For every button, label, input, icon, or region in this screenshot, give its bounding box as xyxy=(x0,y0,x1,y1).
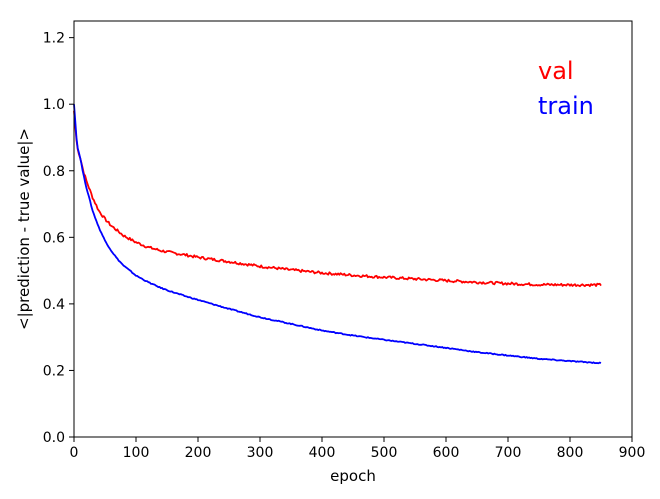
x-tick-label: 900 xyxy=(619,445,646,461)
x-axis-label: epoch xyxy=(330,467,376,485)
y-tick-label: 0.8 xyxy=(43,164,65,180)
series-line-val xyxy=(73,110,602,288)
x-tick-label: 800 xyxy=(557,445,584,461)
plot-frame xyxy=(73,20,633,438)
x-tick-label: 100 xyxy=(123,445,150,461)
y-tick-label: 1.0 xyxy=(43,97,65,113)
x-tick-label: 200 xyxy=(185,445,212,461)
x-tick-label: 700 xyxy=(495,445,522,461)
legend-entry-train: train xyxy=(538,92,594,120)
y-tick-label: 0.2 xyxy=(43,363,65,379)
x-tick-label: 500 xyxy=(371,445,398,461)
series-line-train xyxy=(73,104,602,365)
y-tick-label: 0.4 xyxy=(43,297,65,313)
y-tick-label: 1.2 xyxy=(43,31,65,47)
x-tick-label: 300 xyxy=(247,445,274,461)
series-layer xyxy=(73,104,602,365)
x-tick-label: 400 xyxy=(309,445,336,461)
legend-entry-val: val xyxy=(538,57,574,85)
y-tick-label: 0.0 xyxy=(43,430,65,446)
y-axis-label: <|prediction - true value|> xyxy=(15,128,33,330)
x-tick-label: 0 xyxy=(70,445,79,461)
y-tick-label: 0.6 xyxy=(43,230,65,246)
ticks-layer: 0 100 200 300 400 500 600 700 800 900 0.0 0.2 0.4 0.6… xyxy=(43,31,646,461)
x-tick-label: 600 xyxy=(433,445,460,461)
